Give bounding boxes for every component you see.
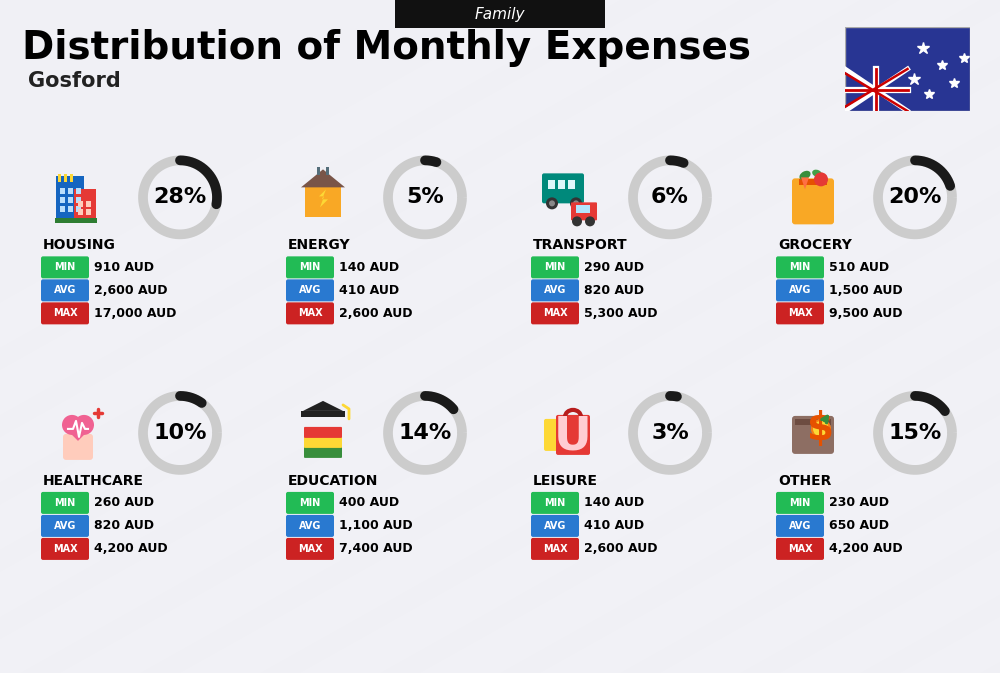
FancyBboxPatch shape [542,174,584,203]
FancyBboxPatch shape [571,203,597,220]
Text: AVG: AVG [299,521,321,531]
Text: MAX: MAX [543,308,567,318]
Text: 6%: 6% [651,187,689,207]
FancyBboxPatch shape [76,207,81,213]
Text: 820 AUD: 820 AUD [94,520,154,532]
Circle shape [546,197,558,209]
Text: MAX: MAX [53,544,77,554]
FancyBboxPatch shape [776,538,824,560]
Text: AVG: AVG [789,285,811,295]
FancyBboxPatch shape [41,538,89,560]
Text: AVG: AVG [544,285,566,295]
Text: 17,000 AUD: 17,000 AUD [94,307,176,320]
Ellipse shape [812,170,822,177]
Circle shape [74,415,94,435]
Circle shape [549,201,555,207]
Text: HOUSING: HOUSING [43,238,116,252]
Text: GROCERY: GROCERY [778,238,852,252]
Text: 820 AUD: 820 AUD [584,284,644,297]
Text: MIN: MIN [299,262,321,273]
Text: 3%: 3% [651,423,689,443]
Text: MAX: MAX [53,308,77,318]
FancyBboxPatch shape [70,174,73,182]
Circle shape [812,420,830,438]
FancyBboxPatch shape [68,197,73,203]
FancyBboxPatch shape [68,188,73,194]
FancyBboxPatch shape [845,27,970,111]
Text: AVG: AVG [54,285,76,295]
FancyBboxPatch shape [305,187,341,217]
FancyBboxPatch shape [78,209,83,215]
Polygon shape [780,0,1000,673]
Text: 4,200 AUD: 4,200 AUD [94,542,168,555]
FancyBboxPatch shape [776,492,824,514]
Polygon shape [60,0,1000,673]
FancyBboxPatch shape [531,515,579,537]
Polygon shape [660,0,1000,673]
FancyBboxPatch shape [556,415,590,455]
Text: MIN: MIN [54,262,76,273]
FancyBboxPatch shape [576,205,590,213]
Text: ENERGY: ENERGY [288,238,351,252]
Text: 7,400 AUD: 7,400 AUD [339,542,413,555]
Text: 290 AUD: 290 AUD [584,261,644,274]
FancyBboxPatch shape [544,419,568,451]
Text: 2,600 AUD: 2,600 AUD [584,542,658,555]
Text: 14%: 14% [398,423,452,443]
Text: MIN: MIN [544,498,566,508]
Text: HEALTHCARE: HEALTHCARE [43,474,144,488]
Text: 10%: 10% [153,423,207,443]
Polygon shape [300,0,1000,673]
Text: AVG: AVG [54,521,76,531]
Text: 230 AUD: 230 AUD [829,497,889,509]
Polygon shape [540,0,1000,673]
FancyBboxPatch shape [41,492,89,514]
Text: MIN: MIN [54,498,76,508]
FancyBboxPatch shape [792,416,834,454]
Text: MAX: MAX [788,544,812,554]
Polygon shape [62,425,94,441]
Polygon shape [0,0,620,673]
Polygon shape [303,401,343,411]
FancyBboxPatch shape [301,411,345,417]
FancyBboxPatch shape [531,538,579,560]
Text: AVG: AVG [789,521,811,531]
Text: 9,500 AUD: 9,500 AUD [829,307,902,320]
FancyBboxPatch shape [548,180,555,189]
Polygon shape [301,170,345,187]
Ellipse shape [799,171,811,180]
FancyBboxPatch shape [799,180,827,185]
Text: MIN: MIN [789,498,811,508]
Text: MAX: MAX [788,308,812,318]
Text: 2,600 AUD: 2,600 AUD [94,284,168,297]
FancyBboxPatch shape [531,302,579,324]
FancyBboxPatch shape [86,201,91,207]
FancyBboxPatch shape [41,515,89,537]
FancyBboxPatch shape [395,0,605,28]
Text: MAX: MAX [298,544,322,554]
Text: Family: Family [475,7,525,22]
FancyBboxPatch shape [76,197,81,203]
Polygon shape [801,178,809,189]
Text: MIN: MIN [789,262,811,273]
Text: 1,500 AUD: 1,500 AUD [829,284,903,297]
Text: 410 AUD: 410 AUD [584,520,644,532]
Text: 5%: 5% [406,187,444,207]
Circle shape [573,201,579,207]
FancyBboxPatch shape [74,189,96,221]
Polygon shape [0,0,740,673]
FancyBboxPatch shape [531,256,579,279]
Text: 4,200 AUD: 4,200 AUD [829,542,903,555]
FancyBboxPatch shape [63,434,93,460]
Text: AVG: AVG [299,285,321,295]
Text: 510 AUD: 510 AUD [829,261,889,274]
FancyBboxPatch shape [531,279,579,302]
FancyBboxPatch shape [304,437,342,448]
FancyBboxPatch shape [41,279,89,302]
FancyBboxPatch shape [76,188,81,194]
FancyBboxPatch shape [795,419,831,425]
Polygon shape [180,0,1000,673]
